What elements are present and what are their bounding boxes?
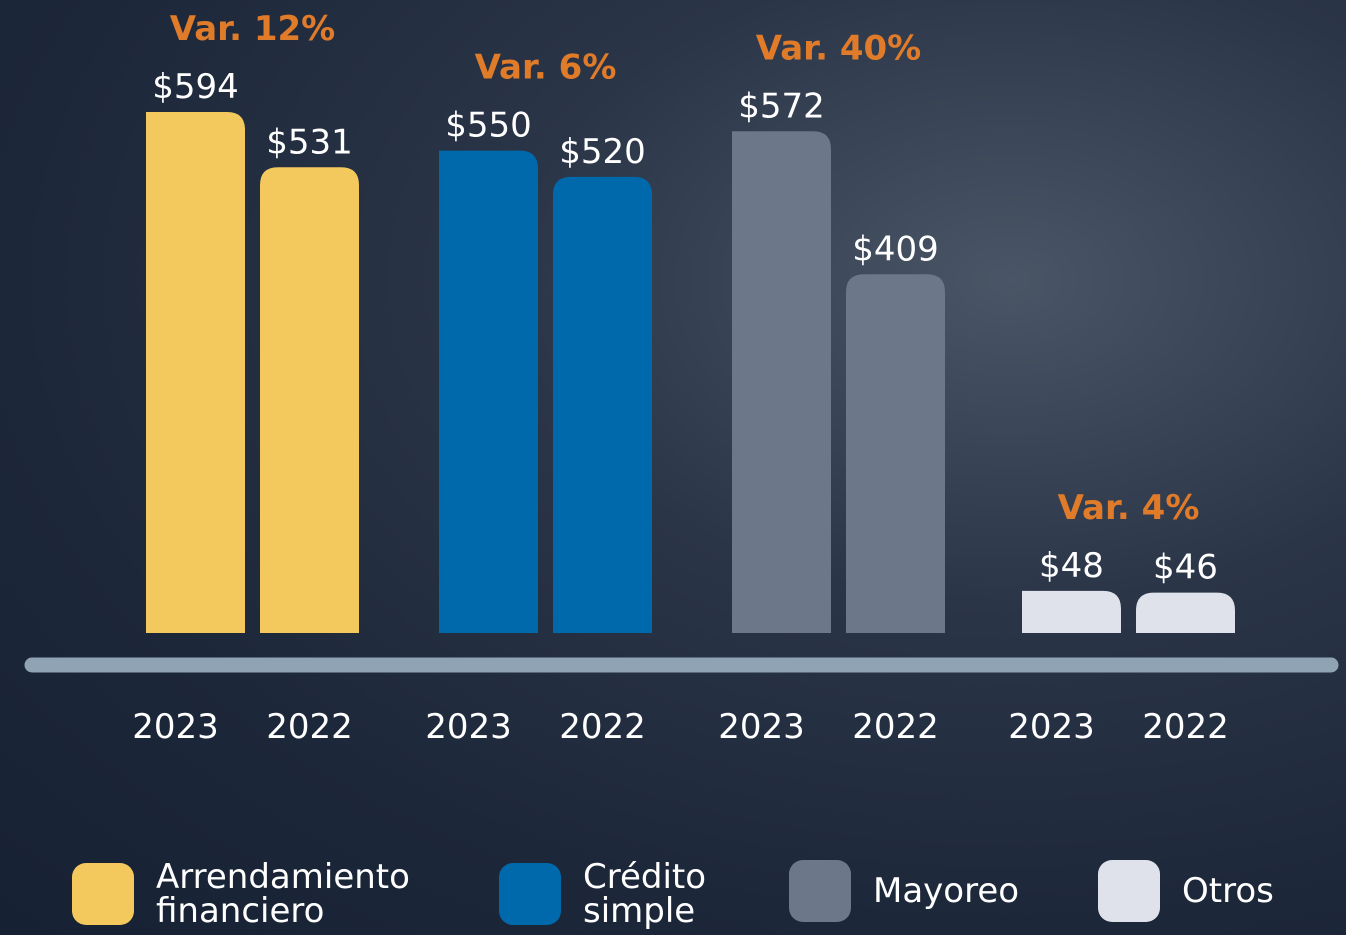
bar <box>846 274 945 633</box>
page: $594 2023 $531 2022 Var. 12% $550 2023 $520 2022… <box>0 0 1346 935</box>
legend-swatch <box>499 863 561 925</box>
value-label: $572 <box>738 86 825 126</box>
bar <box>1136 593 1235 633</box>
legend-swatch <box>1098 860 1160 922</box>
value-label: $594 <box>152 67 239 107</box>
bar <box>553 177 652 633</box>
x-tick-label: 2023 <box>718 707 805 747</box>
legend-label: Mayoreo <box>873 874 1073 908</box>
bar <box>146 112 245 633</box>
legend-swatch <box>72 863 134 925</box>
value-label: $48 <box>1039 546 1104 586</box>
x-tick-label: 2023 <box>1008 707 1095 747</box>
value-label: $550 <box>445 106 532 146</box>
value-label: $531 <box>266 122 353 162</box>
legend-label: Otros <box>1182 874 1346 908</box>
x-tick-label: 2022 <box>1142 707 1229 747</box>
value-label: $409 <box>852 229 939 269</box>
bar <box>732 131 831 633</box>
chart: $594 2023 $531 2022 Var. 12% $550 2023 $520 2022… <box>0 0 1346 935</box>
legend-label: Crédito simple <box>583 860 743 928</box>
x-tick-label: 2022 <box>266 707 353 747</box>
legend-item: Crédito simple <box>499 860 743 928</box>
x-tick-label: 2023 <box>425 707 512 747</box>
bar <box>439 151 538 633</box>
value-label: $46 <box>1153 548 1218 588</box>
legend-item: Arrendamiento financiero <box>72 860 456 928</box>
x-tick-label: 2022 <box>559 707 646 747</box>
bar <box>1022 591 1121 633</box>
legend-item: Otros <box>1098 860 1346 922</box>
legend-swatch <box>789 860 851 922</box>
x-tick-label: 2023 <box>132 707 219 747</box>
value-label: $520 <box>559 132 646 172</box>
annotation: Var. 40% <box>756 28 921 68</box>
annotation: Var. 12% <box>170 9 335 49</box>
annotation: Var. 6% <box>475 48 617 88</box>
bar <box>260 167 359 633</box>
annotation: Var. 4% <box>1058 488 1200 528</box>
x-tick-label: 2022 <box>852 707 939 747</box>
legend-item: Mayoreo <box>789 860 1073 922</box>
legend-label: Arrendamiento financiero <box>156 860 456 928</box>
